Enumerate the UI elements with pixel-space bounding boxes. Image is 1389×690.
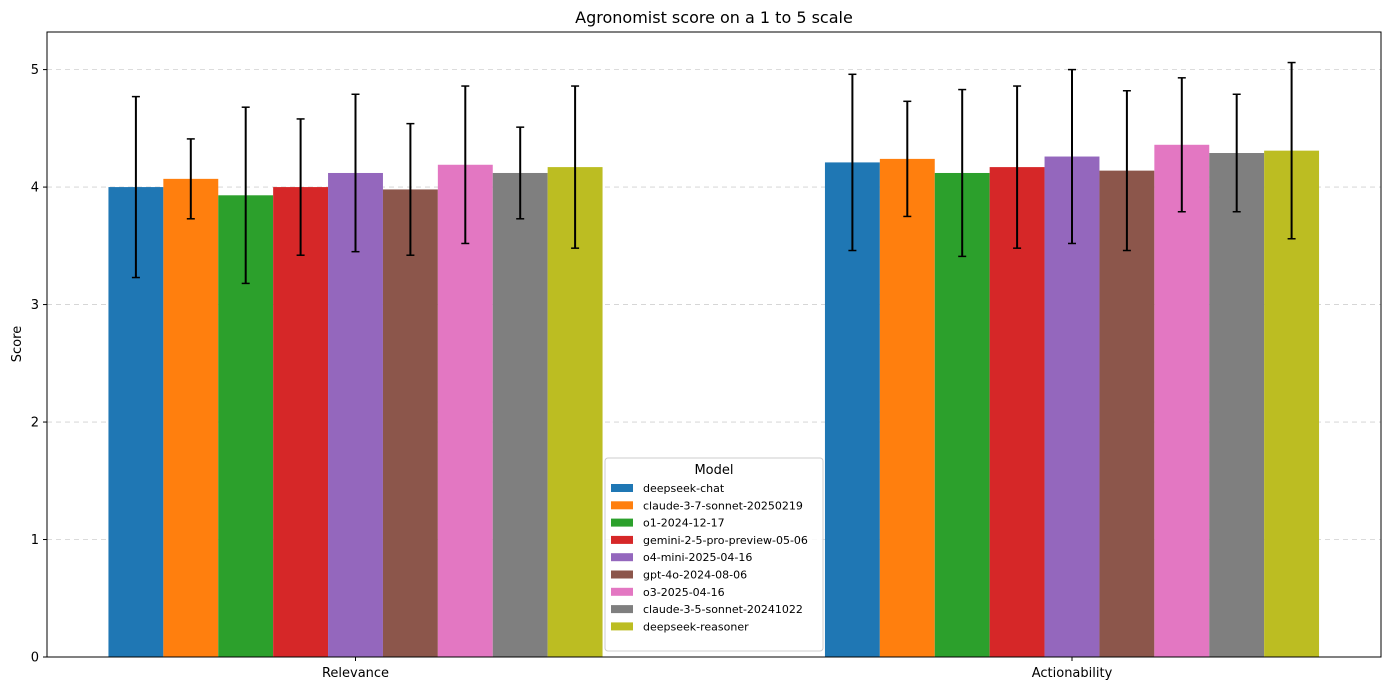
x-axis-ticks: Relevance Actionability xyxy=(322,657,1113,681)
legend-label: o3-2025-04-16 xyxy=(643,586,725,599)
legend-label: o4-mini-2025-04-16 xyxy=(643,551,752,564)
y-tick-label: 1 xyxy=(31,533,39,548)
legend-swatch xyxy=(611,553,633,562)
bar xyxy=(273,187,329,657)
y-tick-label: 3 xyxy=(31,298,39,313)
legend-swatch xyxy=(611,484,633,492)
legend-box xyxy=(604,457,824,652)
x-tick-label: Actionability xyxy=(1032,666,1113,681)
plot-frame xyxy=(46,31,1382,658)
x-tick-label: Relevance xyxy=(322,666,389,681)
legend-title: Model xyxy=(694,463,733,478)
legend-label: deepseek-chat xyxy=(643,482,725,495)
legend-swatch xyxy=(611,570,633,579)
y-tick-label: 0 xyxy=(31,651,39,666)
legend-label: gpt-4o-2024-08-06 xyxy=(643,569,747,582)
legend-label: o1-2024-12-17 xyxy=(643,517,725,530)
legend-label: deepseek-reasoner xyxy=(643,620,749,633)
bars xyxy=(108,144,1320,658)
y-axis-label: Score xyxy=(10,326,25,362)
y-tick-label: 5 xyxy=(31,63,39,78)
bar xyxy=(879,158,935,657)
bar xyxy=(163,178,219,657)
bar xyxy=(1099,170,1155,658)
legend-label: gemini-2-5-pro-preview-05-06 xyxy=(643,534,808,547)
y-axis-ticks: 0 1 2 3 4 5 xyxy=(31,63,47,666)
y-tick-label: 2 xyxy=(31,416,39,431)
legend-swatch xyxy=(611,622,633,631)
legend-label: claude-3-7-sonnet-20250219 xyxy=(643,499,803,512)
chart-title: Agronomist score on a 1 to 5 scale xyxy=(575,8,853,27)
legend: Model deepseek-chat claude-3-7-sonnet-2025… xyxy=(604,457,824,652)
bar xyxy=(437,164,493,657)
legend-swatch xyxy=(611,605,633,614)
y-tick-label: 4 xyxy=(31,181,39,196)
bar xyxy=(382,189,438,657)
legend-swatch xyxy=(611,535,633,544)
legend-swatch xyxy=(611,518,633,527)
bar xyxy=(1154,144,1210,657)
legend-label: claude-3-5-sonnet-20241022 xyxy=(643,603,803,616)
error-bars xyxy=(131,61,1296,285)
bar xyxy=(492,172,548,657)
bar xyxy=(328,172,383,657)
bar xyxy=(1209,153,1265,657)
legend-swatch xyxy=(611,501,633,510)
legend-swatch xyxy=(611,587,633,596)
